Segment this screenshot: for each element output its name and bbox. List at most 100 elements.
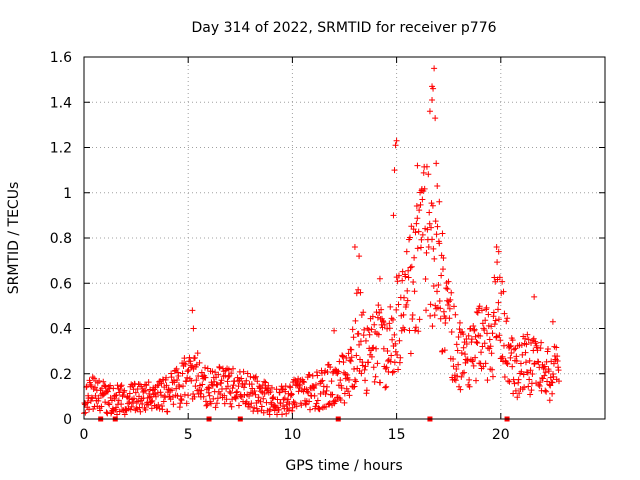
data-point xyxy=(284,405,291,412)
data-point xyxy=(535,359,542,366)
data-point xyxy=(282,388,289,395)
data-point xyxy=(312,381,319,388)
data-point xyxy=(521,384,528,391)
data-point xyxy=(152,390,159,397)
data-point xyxy=(466,376,473,383)
y-tick-label: 1.4 xyxy=(50,95,72,111)
data-point xyxy=(413,203,420,210)
data-point xyxy=(259,382,266,389)
data-point xyxy=(348,346,355,353)
data-point xyxy=(458,373,465,380)
data-point xyxy=(274,411,281,418)
data-point xyxy=(549,379,556,386)
data-point xyxy=(137,408,144,415)
data-point xyxy=(163,374,170,381)
data-point xyxy=(199,381,206,388)
data-point xyxy=(461,351,468,358)
data-point xyxy=(394,278,401,285)
data-point xyxy=(290,398,297,405)
data-point xyxy=(105,400,112,407)
data-point xyxy=(470,322,477,329)
data-point xyxy=(126,390,133,397)
data-point xyxy=(380,319,387,326)
data-point xyxy=(370,364,377,371)
data-point xyxy=(340,353,347,360)
data-point xyxy=(493,244,500,251)
data-point xyxy=(507,342,514,349)
data-point xyxy=(385,368,392,375)
data-point xyxy=(252,373,259,380)
data-point xyxy=(543,358,550,365)
data-point xyxy=(448,328,455,335)
data-point xyxy=(90,406,97,413)
y-tick-label: 0.6 xyxy=(50,276,72,292)
data-point xyxy=(515,376,522,383)
data-point xyxy=(214,395,221,402)
data-point xyxy=(340,359,347,366)
data-point xyxy=(534,347,541,354)
data-point xyxy=(363,387,370,394)
data-point xyxy=(291,399,298,406)
data-point xyxy=(390,368,397,375)
data-point xyxy=(498,355,505,362)
data-point xyxy=(446,305,453,312)
data-point xyxy=(128,403,135,410)
data-point xyxy=(441,347,448,354)
data-point xyxy=(307,406,314,413)
data-point xyxy=(368,326,375,333)
data-point xyxy=(416,316,423,323)
data-point xyxy=(279,411,286,418)
data-point xyxy=(407,350,414,357)
data-point xyxy=(296,382,303,389)
data-point xyxy=(241,392,248,399)
data-point xyxy=(126,399,133,406)
data-point xyxy=(495,248,502,255)
data-point xyxy=(496,332,503,339)
data-point xyxy=(375,331,382,338)
data-point xyxy=(500,288,507,295)
data-point xyxy=(525,383,532,390)
data-point xyxy=(375,302,382,309)
data-point xyxy=(435,282,442,289)
data-point xyxy=(107,394,114,401)
y-tick-label: 1.2 xyxy=(50,141,72,157)
data-point xyxy=(374,314,381,321)
data-point xyxy=(527,391,534,398)
data-point xyxy=(549,390,556,397)
data-point xyxy=(495,316,502,323)
data-point xyxy=(484,377,491,384)
data-point xyxy=(423,307,430,314)
data-point xyxy=(445,278,452,285)
data-point xyxy=(349,326,356,333)
data-point xyxy=(478,349,485,356)
data-point xyxy=(235,383,242,390)
x-tick-label: 5 xyxy=(184,427,193,443)
data-point xyxy=(225,373,232,380)
data-point xyxy=(98,403,105,410)
data-point xyxy=(179,370,186,377)
data-point xyxy=(427,301,434,308)
data-point xyxy=(335,368,342,375)
data-point xyxy=(506,343,513,350)
data-point xyxy=(434,288,441,295)
data-point xyxy=(410,278,417,285)
data-point xyxy=(500,342,507,349)
data-point xyxy=(396,337,403,344)
data-point xyxy=(184,374,191,381)
data-point xyxy=(405,267,412,274)
data-point xyxy=(358,312,365,319)
data-point xyxy=(138,383,145,390)
data-point xyxy=(356,341,363,348)
data-point xyxy=(133,405,140,412)
grid-lines xyxy=(84,57,605,419)
data-point xyxy=(362,377,369,384)
data-point xyxy=(413,220,420,227)
data-point xyxy=(505,378,512,385)
data-point xyxy=(215,371,222,378)
data-point xyxy=(456,319,463,326)
data-point xyxy=(143,382,150,389)
data-point xyxy=(425,243,432,250)
data-point xyxy=(361,366,368,373)
data-point xyxy=(203,402,210,409)
data-point xyxy=(355,330,362,337)
